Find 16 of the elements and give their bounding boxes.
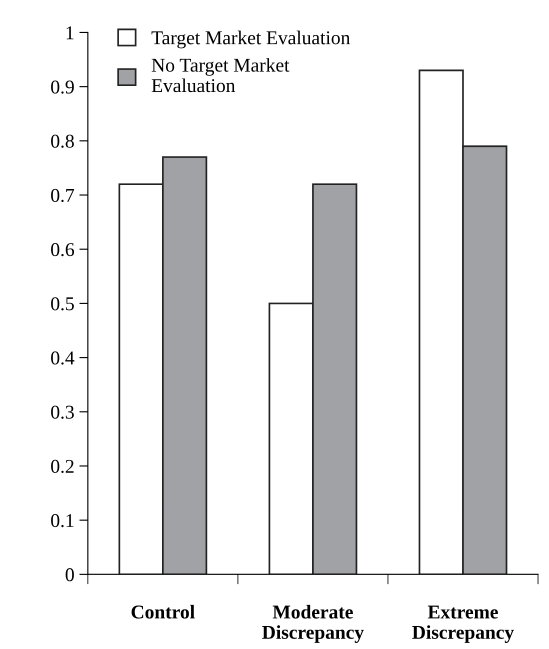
y-tick-label: 0 bbox=[66, 568, 74, 582]
y-tick-label: 0.7 bbox=[51, 188, 74, 202]
y-tick-label: 0.4 bbox=[51, 351, 74, 365]
x-tick-label: Control bbox=[132, 604, 195, 619]
y-tick-label: 0.2 bbox=[51, 460, 74, 474]
y-tick-label: 1 bbox=[66, 26, 74, 40]
x-tick-label: Extreme Discrepancy bbox=[412, 606, 514, 643]
y-tick-label: 0.1 bbox=[51, 514, 74, 528]
legend-label: No Target Market Evaluation bbox=[152, 58, 290, 92]
y-tick-label: 0.6 bbox=[51, 243, 74, 256]
y-tick-label: 0.3 bbox=[51, 406, 74, 419]
y-tick-label: 0.9 bbox=[51, 80, 74, 94]
legend-label: Target Market Evaluation bbox=[152, 30, 350, 48]
y-tick-label: 0.5 bbox=[51, 297, 74, 310]
y-tick-label: 0.8 bbox=[51, 134, 74, 148]
x-tick-label: Moderate Discrepancy bbox=[262, 604, 364, 643]
